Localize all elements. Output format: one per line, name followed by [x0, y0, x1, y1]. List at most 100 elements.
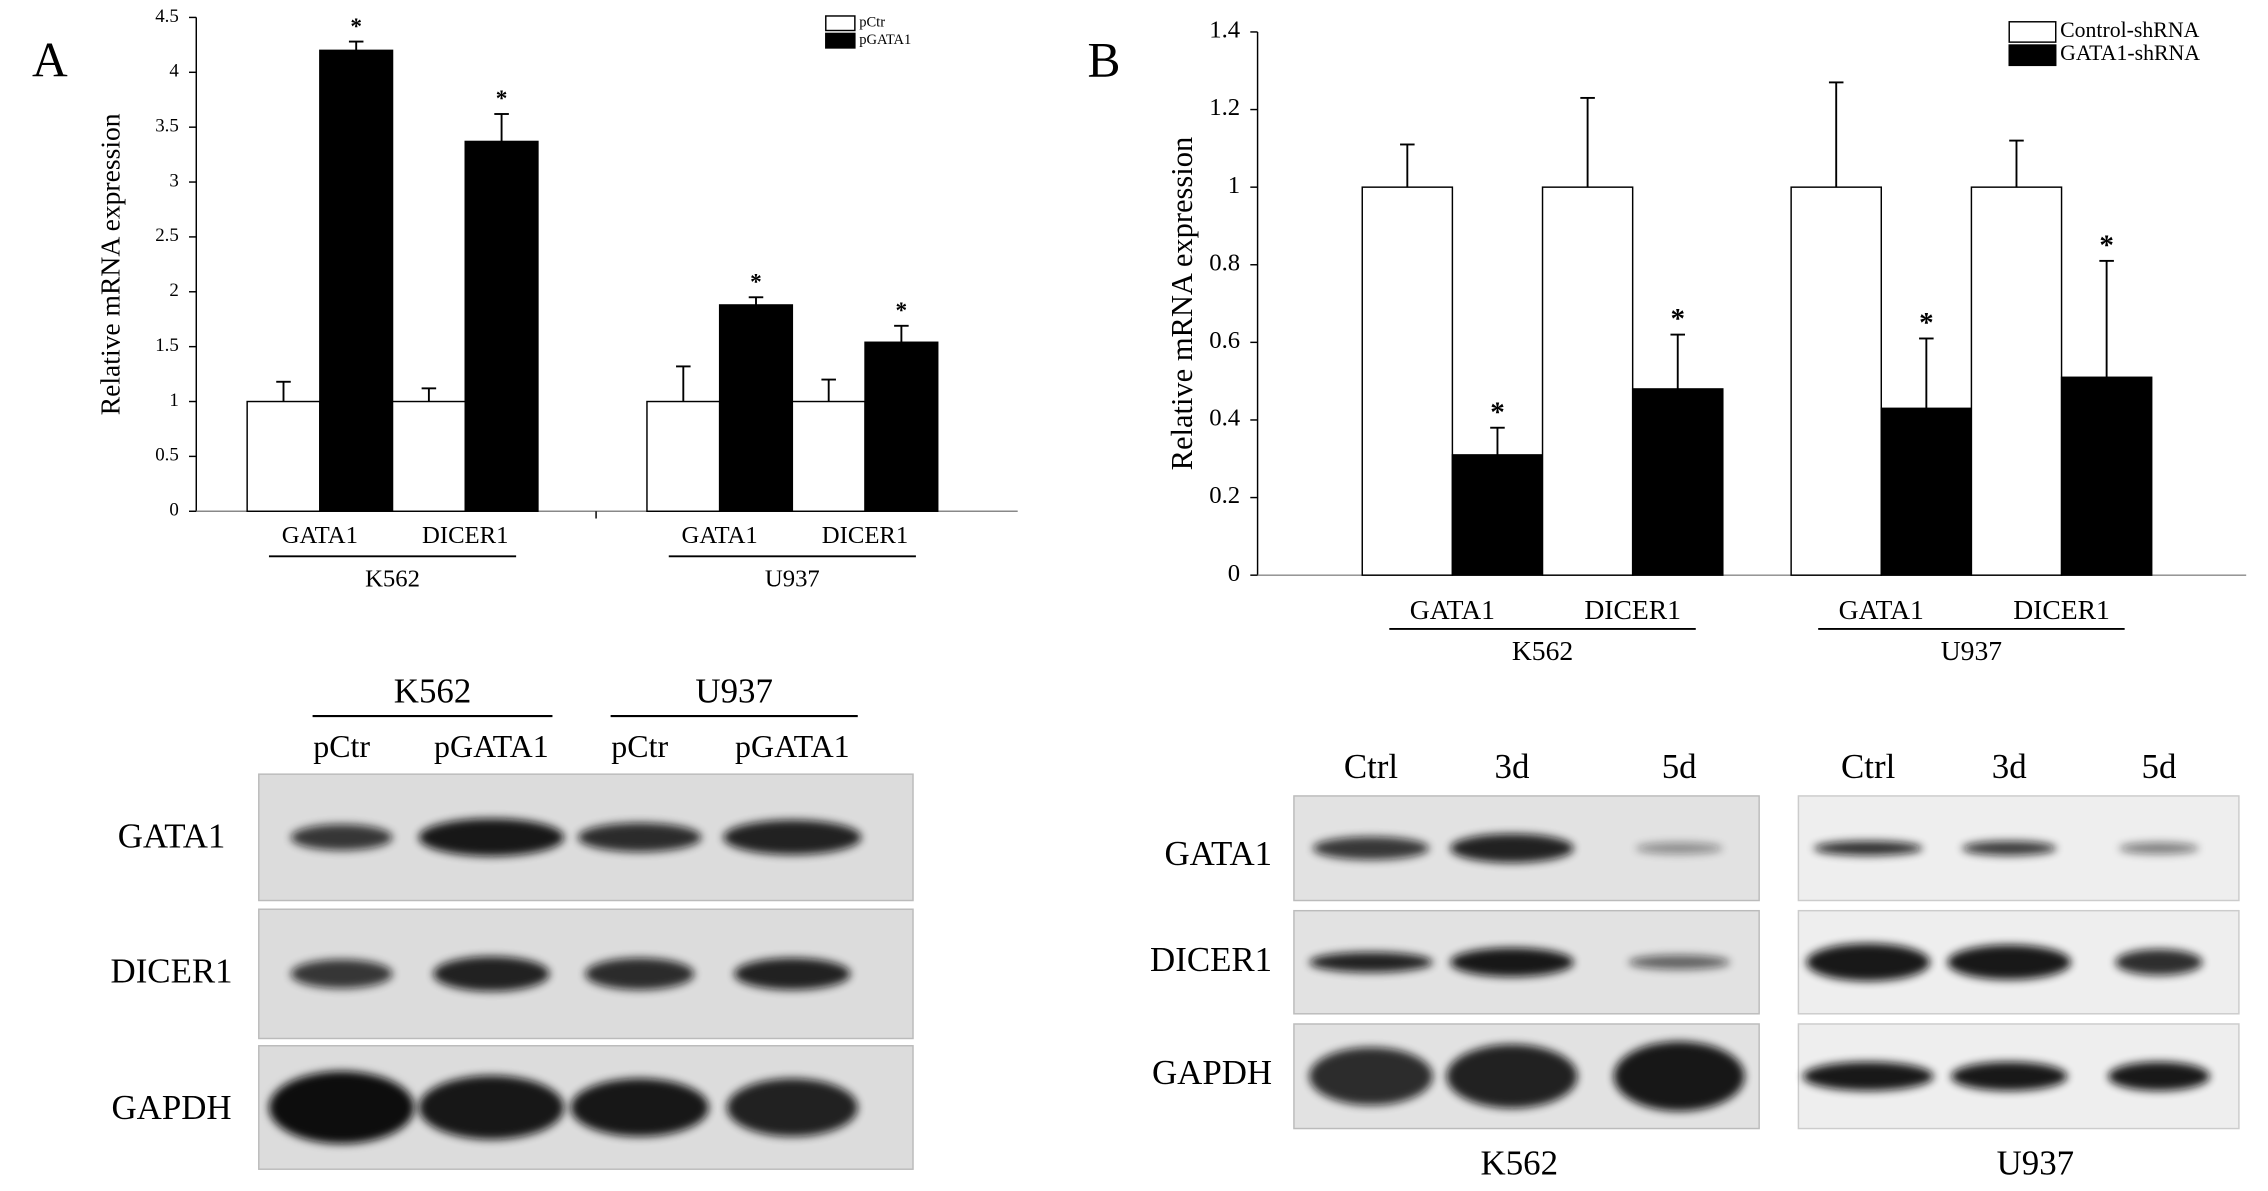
blot-group-label: U937 — [695, 671, 773, 710]
blot-band — [290, 959, 393, 989]
blot-band — [1628, 954, 1731, 970]
blot-lane-label: 3d — [1992, 747, 2027, 786]
group-label: U937 — [765, 566, 820, 593]
blot-lane-label: 5d — [1662, 747, 1697, 786]
y-tick-label: 1 — [169, 390, 178, 411]
blot-panel-label: U937 — [1997, 1143, 2075, 1182]
blot-band — [1446, 1044, 1578, 1109]
error-bar — [1400, 143, 1415, 188]
blot-lane-label: pGATA1 — [434, 729, 549, 764]
blot-row-label: GAPDH — [111, 1088, 231, 1127]
blot-band — [418, 1075, 565, 1140]
y-tick-label: 1.5 — [155, 335, 179, 356]
x-tick-label: DICER1 — [822, 522, 908, 549]
blot-band — [734, 957, 851, 990]
significance-mark: * — [496, 86, 508, 112]
blot-lane-label: Ctrl — [1841, 747, 1895, 786]
blot-band — [1450, 833, 1574, 863]
x-tick-label: GATA1 — [282, 522, 358, 549]
significance-mark: * — [1490, 396, 1505, 428]
legend-label: Control-shRNA — [2060, 18, 2200, 42]
blot-band — [1961, 840, 2057, 856]
significance-mark: * — [2099, 229, 2114, 261]
error-bar — [2099, 259, 2114, 378]
bar — [391, 400, 466, 512]
bar — [864, 341, 939, 512]
y-tick-label: 0 — [169, 500, 178, 521]
y-tick-label: 0.2 — [1209, 482, 1240, 509]
blot-band — [570, 1078, 709, 1137]
blot-group-label: K562 — [394, 671, 472, 710]
bar — [718, 304, 794, 512]
blot-row-label: GAPDH — [1152, 1053, 1272, 1092]
blot-band — [1450, 947, 1574, 977]
blot-row-label: GATA1 — [1164, 834, 1272, 873]
blot-lane-label: 3d — [1495, 747, 1530, 786]
blot-row-label: DICER1 — [111, 952, 233, 991]
y-tick-label: 3.5 — [155, 116, 179, 137]
blot-row-label: DICER1 — [1150, 940, 1272, 979]
significance-mark: * — [1919, 307, 1934, 339]
blot-band — [1806, 943, 1930, 982]
error-bar — [894, 324, 909, 343]
error-bar — [676, 365, 691, 402]
y-tick-label: 1.2 — [1209, 94, 1240, 121]
error-bar — [1828, 81, 1844, 188]
panel-label: B — [1087, 33, 1120, 88]
bar — [1970, 186, 2063, 576]
blot-band — [1947, 944, 2072, 980]
bar — [1451, 454, 1544, 576]
blot-band — [2118, 842, 2199, 855]
significance-mark: * — [750, 270, 762, 296]
blot-panel-label: K562 — [1481, 1143, 1559, 1182]
error-bar — [821, 378, 836, 402]
blot-row-label: GATA1 — [118, 817, 226, 856]
bar — [319, 49, 394, 512]
bar — [1880, 407, 1973, 576]
x-tick-label: DICER1 — [1584, 594, 1681, 625]
y-tick-label: 0.8 — [1209, 249, 1240, 276]
error-bar — [348, 40, 364, 51]
legend-swatch — [2008, 21, 2057, 43]
blot-band — [418, 818, 565, 857]
group-label: U937 — [1941, 635, 2002, 666]
blot-band — [1309, 952, 1433, 973]
x-tick-label: DICER1 — [2013, 594, 2110, 625]
bar — [246, 400, 321, 512]
error-bar — [276, 380, 291, 402]
bar — [1361, 186, 1454, 576]
bar — [464, 140, 539, 512]
blot-lane-label: pGATA1 — [735, 729, 850, 764]
blot-band — [1613, 1041, 1745, 1112]
significance-mark: * — [1670, 303, 1685, 335]
blot-band — [433, 956, 550, 992]
blot-band — [577, 822, 702, 852]
bar — [2060, 376, 2153, 576]
error-bar — [2009, 139, 2024, 188]
legend-label: GATA1-shRNA — [2060, 41, 2200, 65]
blot-band — [1802, 1061, 1934, 1091]
error-bar — [1490, 426, 1505, 455]
blot-lane-label: 5d — [2142, 747, 2177, 786]
bar — [1790, 186, 1883, 576]
x-tick-label: GATA1 — [1410, 594, 1495, 625]
blot-band — [723, 819, 862, 855]
error-bar — [1580, 96, 1595, 188]
error-bar — [421, 387, 437, 402]
y-axis-label: Relative mRNA expression — [95, 113, 126, 415]
blot-lane-label: pCtr — [611, 729, 668, 764]
blot-band — [1951, 1061, 2068, 1091]
blot-band — [268, 1071, 415, 1144]
x-tick-label: DICER1 — [422, 522, 508, 549]
y-tick-label: 0.6 — [1209, 327, 1240, 354]
significance-mark: * — [896, 298, 908, 324]
legend-swatch — [825, 32, 856, 49]
y-tick-label: 4.5 — [155, 6, 179, 27]
y-tick-label: 2.5 — [155, 225, 179, 246]
blot-band — [726, 1078, 858, 1137]
error-bar — [1919, 337, 1934, 409]
legend-label: pGATA1 — [859, 32, 911, 48]
x-tick-label: GATA1 — [682, 522, 758, 549]
blot-band — [1813, 840, 1923, 856]
